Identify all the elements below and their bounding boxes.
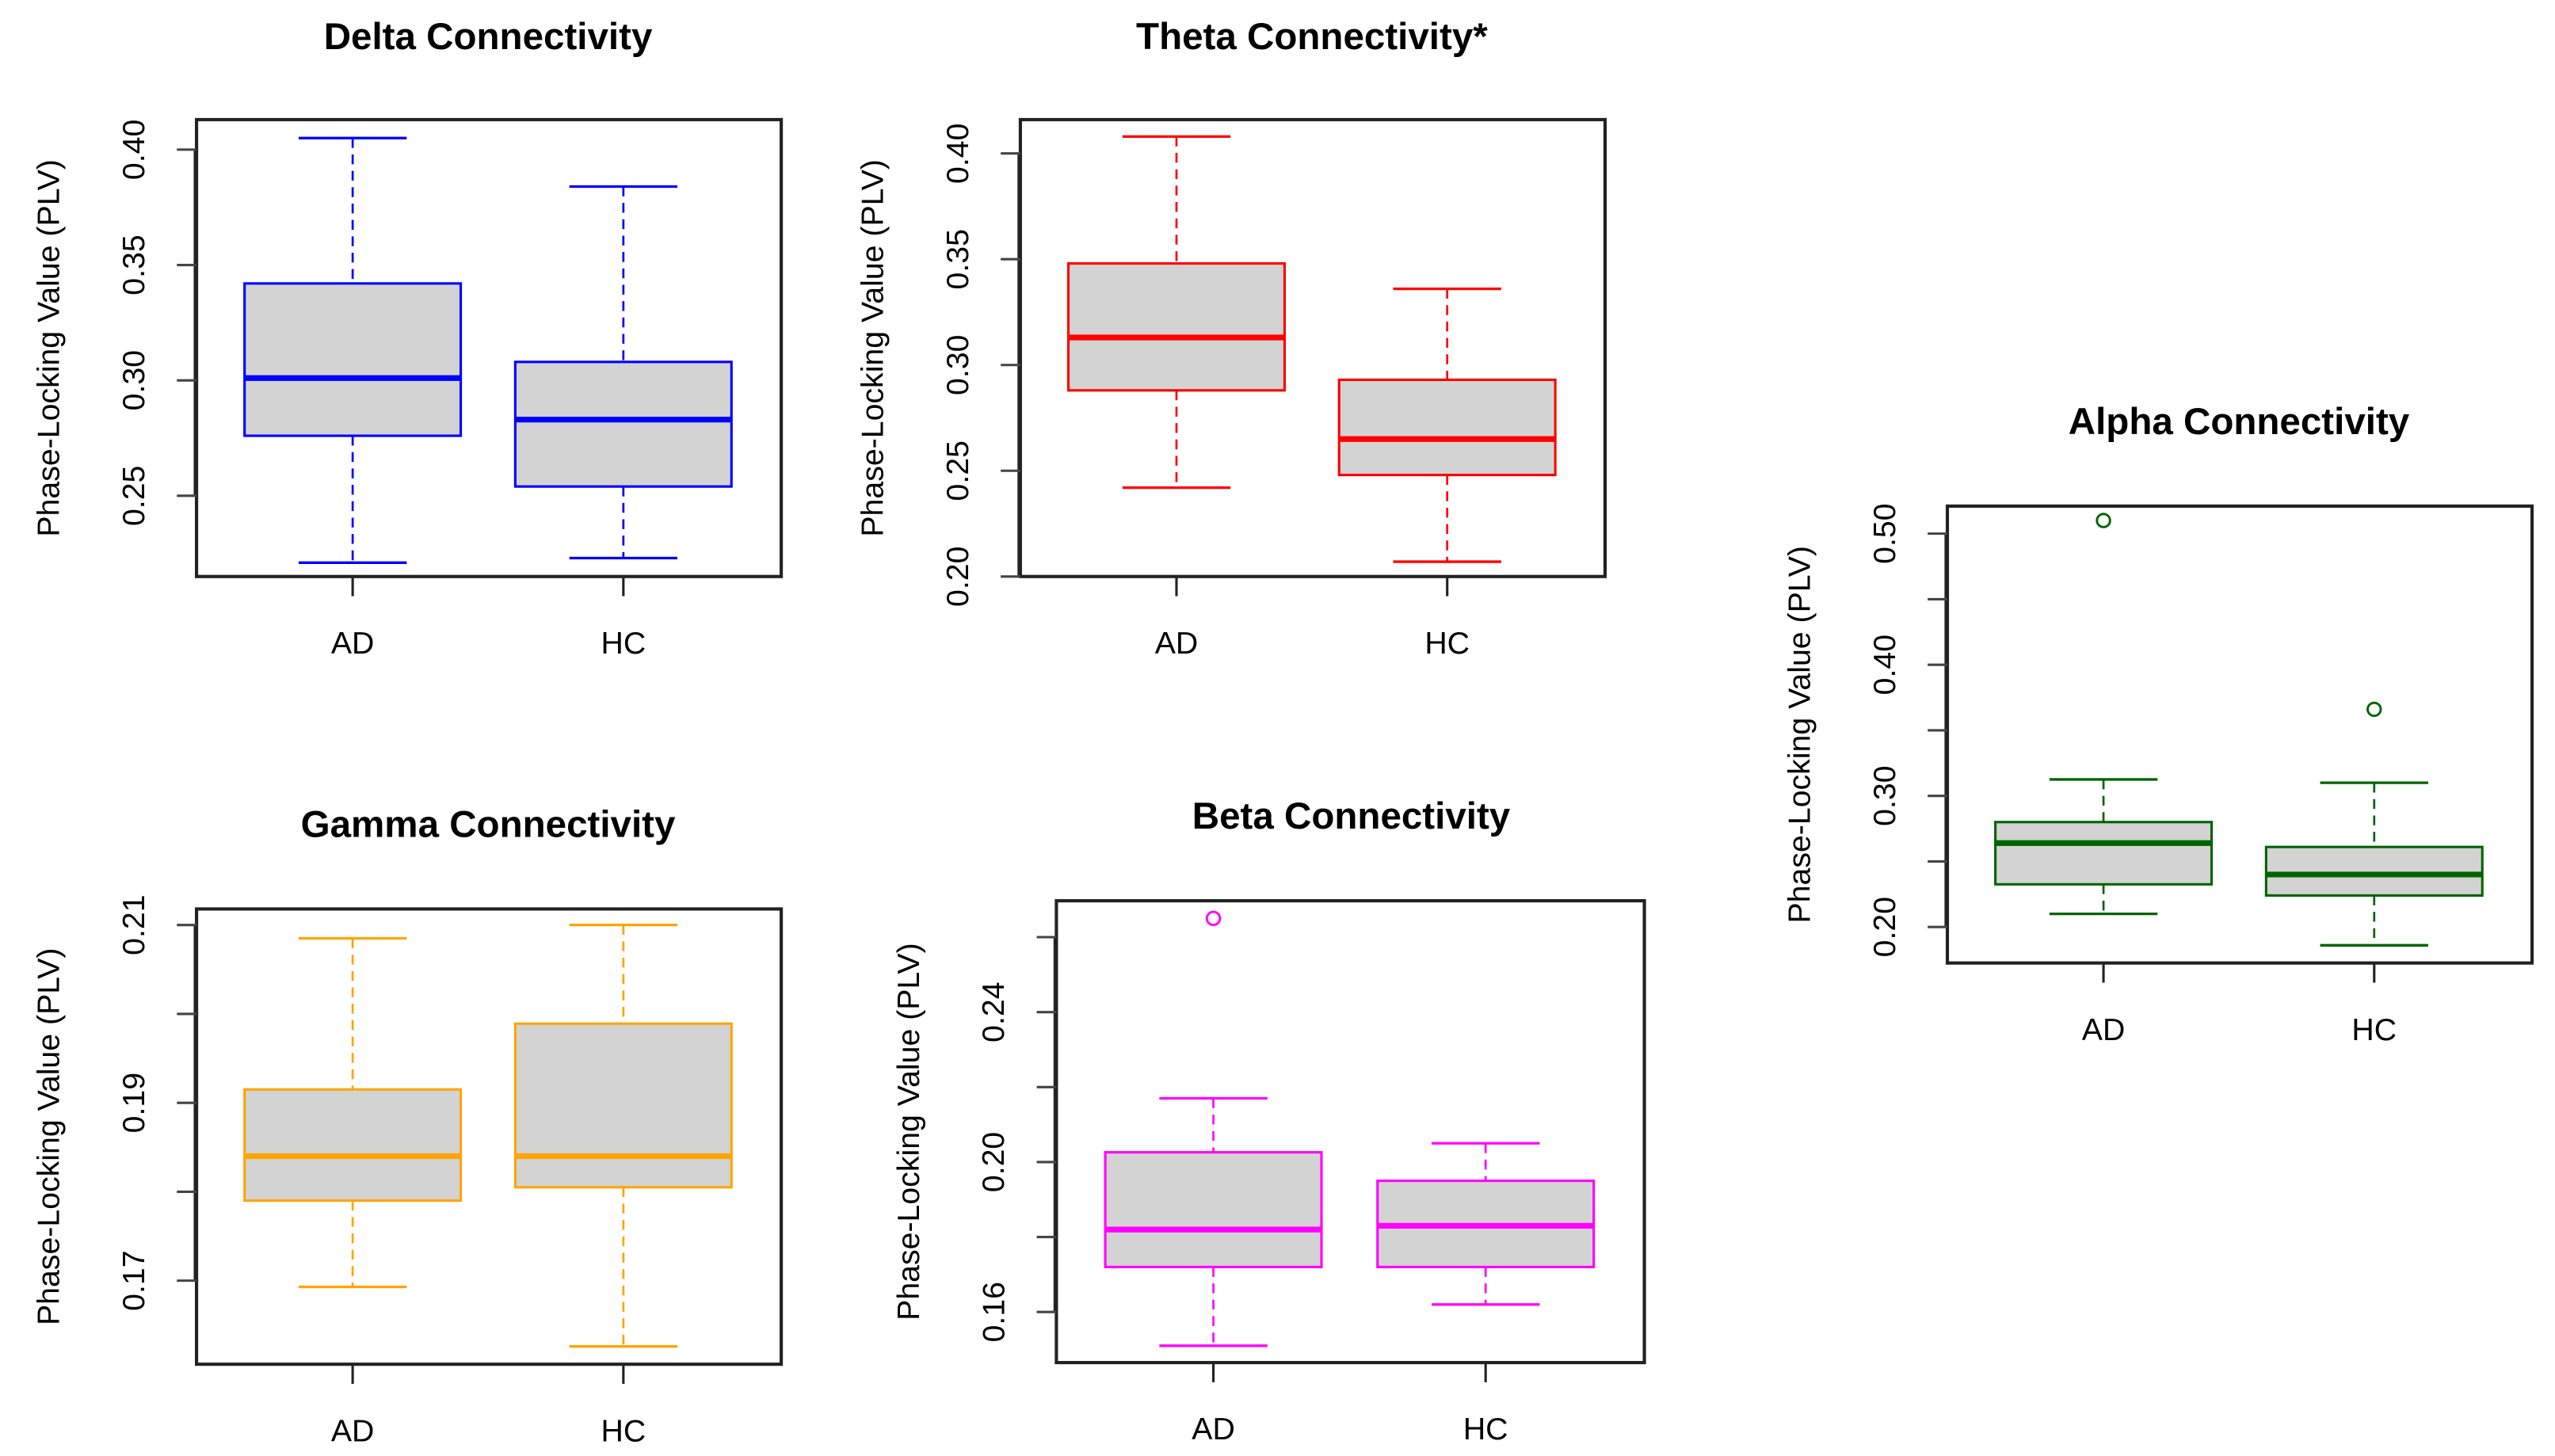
y-tick-label: 0.16 <box>976 1282 1011 1342</box>
x-tick-label: AD <box>2082 1012 2126 1047</box>
y-tick-label: 0.20 <box>1867 897 1902 957</box>
box-ad <box>1994 513 2214 916</box>
chart-title: Delta Connectivity <box>324 16 653 58</box>
box-ad <box>243 936 463 1289</box>
y-tick-label: 0.20 <box>976 1132 1011 1192</box>
box-hc <box>1376 1142 1596 1306</box>
y-tick-label: 0.25 <box>116 466 151 526</box>
y-tick-label: 0.30 <box>116 350 151 410</box>
box-ad <box>243 136 463 564</box>
y-axis-label: Phase-Locking Value (PLV) <box>1782 546 1817 924</box>
y-tick-label: 0.24 <box>976 981 1011 1042</box>
plot-frame <box>195 907 784 1366</box>
chart-title: Alpha Connectivity <box>2069 401 2410 443</box>
chart-title: Beta Connectivity <box>1192 795 1511 837</box>
outlier-point <box>1205 910 1222 927</box>
box-hc <box>513 185 733 560</box>
outlier-point <box>2095 513 2111 528</box>
x-tick-label: HC <box>601 1413 646 1448</box>
chart-panel-gamma-connectivity: Gamma Connectivity Phase-Locking Value (P… <box>31 803 784 1448</box>
y-tick-label: 0.50 <box>1867 503 1902 563</box>
y-tick-label: 0.19 <box>116 1073 151 1133</box>
box-hc <box>1337 287 1557 563</box>
plot-frame <box>1945 504 2534 965</box>
y-tick-label: 0.30 <box>940 335 975 395</box>
interquartile-box <box>1104 1151 1323 1268</box>
interquartile-box <box>1994 821 2214 886</box>
x-tick-label: HC <box>601 626 646 661</box>
interquartile-box <box>243 282 463 437</box>
outlier-point <box>2366 701 2382 718</box>
y-tick-label: 0.20 <box>940 547 975 607</box>
interquartile-box <box>513 360 733 488</box>
y-tick-label: 0.30 <box>1867 765 1902 825</box>
plot-frame <box>1054 899 1646 1365</box>
chart-title: Gamma Connectivity <box>301 803 676 845</box>
y-tick-label: 0.35 <box>940 229 975 289</box>
y-axis-label: Phase-Locking Value (PLV) <box>31 948 66 1326</box>
interquartile-box <box>2264 845 2484 897</box>
x-tick-label: AD <box>1155 626 1199 661</box>
y-tick-label: 0.35 <box>116 234 151 295</box>
y-tick-label: 0.40 <box>940 124 975 184</box>
box-hc <box>513 923 733 1348</box>
interquartile-box <box>243 1088 463 1203</box>
chart-panel-alpha-connectivity: Alpha Connectivity Phase-Locking Value (P… <box>1782 401 2534 1047</box>
y-tick-label: 0.25 <box>940 440 975 501</box>
box-ad <box>1104 910 1323 1347</box>
box-hc <box>2264 701 2484 947</box>
x-tick-label: AD <box>331 1413 375 1448</box>
box-ad <box>1066 135 1286 490</box>
chart-panel-delta-connectivity: Delta Connectivity Phase-Locking Value (P… <box>31 16 784 661</box>
y-tick-label: 0.17 <box>116 1250 151 1310</box>
chart-panel-beta-connectivity: Beta Connectivity Phase-Locking Value (PL… <box>891 795 1646 1446</box>
x-tick-label: HC <box>2351 1012 2397 1047</box>
x-tick-label: AD <box>331 626 375 661</box>
interquartile-box <box>1337 378 1557 477</box>
y-tick-label: 0.40 <box>116 120 151 180</box>
y-axis-label: Phase-Locking Value (PLV) <box>31 159 66 537</box>
y-axis-label: Phase-Locking Value (PLV) <box>891 943 926 1321</box>
interquartile-box <box>1066 262 1286 392</box>
x-tick-label: HC <box>1463 1412 1508 1446</box>
y-tick-label: 0.40 <box>1867 635 1902 695</box>
y-tick-label: 0.21 <box>116 894 151 955</box>
interquartile-box <box>513 1022 733 1189</box>
x-tick-label: AD <box>1192 1412 1235 1446</box>
chart-panel-theta-connectivity: Theta Connectivity* Phase-Locking Value (… <box>855 16 1607 661</box>
x-tick-label: HC <box>1424 626 1470 661</box>
plot-frame <box>195 117 784 578</box>
y-axis-label: Phase-Locking Value (PLV) <box>855 159 890 537</box>
chart-title: Theta Connectivity* <box>1136 16 1488 58</box>
plot-frame <box>1018 117 1607 578</box>
